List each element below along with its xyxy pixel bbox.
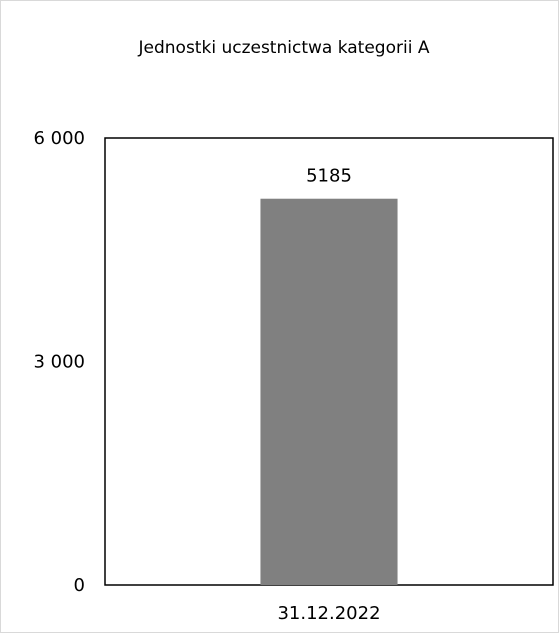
y-axis-ticks: 0 3 000 6 000 [33,128,85,596]
x-category-label: 31.12.2022 [277,603,380,624]
bar [260,198,398,585]
x-axis-labels: 31.12.2022 [277,603,380,624]
y-tick-label: 3 000 [33,352,85,373]
data-labels: 5185 [306,166,352,187]
y-tick-label: 6 000 [33,128,85,149]
chart-title: Jednostki uczestnictwa kategorii A [138,38,430,58]
y-tick-label: 0 [74,575,85,596]
bars [260,198,398,585]
bar-data-label: 5185 [306,166,352,187]
